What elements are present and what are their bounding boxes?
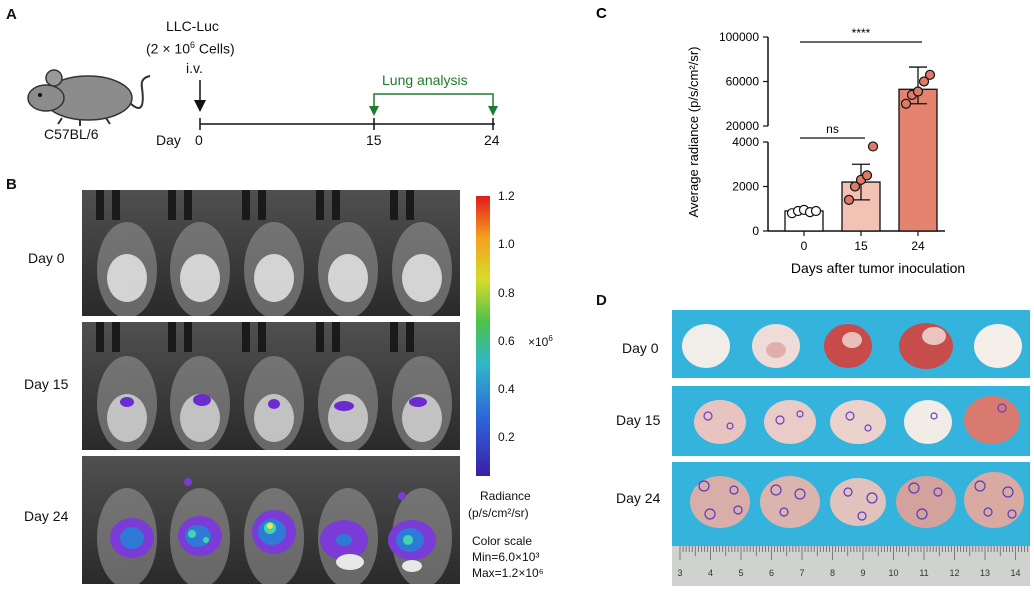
timepoint-24: 24: [484, 132, 500, 148]
data-point-15-0: [843, 194, 855, 205]
timepoint-15: 15: [366, 132, 382, 148]
cbar-multiplier: ×106: [528, 334, 553, 349]
panel-c-chart: C Average radiance (p/s/cm²/sr) Days aft…: [596, 5, 965, 276]
timeline: [194, 80, 498, 130]
data-point-15-4: [867, 141, 879, 152]
ruler-number-13: 13: [980, 568, 990, 578]
ruler-number-6: 6: [769, 568, 774, 578]
chart-xlabel: Days after tumor inoculation: [791, 260, 965, 276]
data-point-24-2: [912, 86, 924, 97]
cbar-tick-5: 0.2: [498, 430, 515, 444]
lung-photo-day15: [672, 386, 1030, 456]
ruler-number-3: 3: [677, 568, 682, 578]
data-point-24-0: [900, 98, 912, 109]
radiance-units: (p/s/cm²/sr): [468, 506, 529, 520]
timepoint-0: 0: [195, 132, 203, 148]
x-tick-label-24: 24: [911, 239, 925, 253]
y-tick-label-upper-1: 60000: [726, 75, 760, 89]
cbar-tick-2: 0.8: [498, 286, 515, 300]
cbar-tick-3: 0.6: [498, 334, 515, 348]
cell-count-label: (2 × 106 Cells): [146, 40, 235, 57]
significance-label-0: ns: [826, 122, 839, 136]
color-scale-title: Color scale: [472, 534, 533, 548]
color-scale-max: Max=1.2×10⁶: [472, 566, 544, 580]
ruler-number-12: 12: [949, 568, 959, 578]
data-point-0-4: [810, 205, 822, 217]
panel-c-letter: C: [596, 5, 607, 22]
b-row-label-0: Day 0: [28, 250, 65, 266]
significance-label-1: ****: [852, 26, 871, 40]
y-tick-label-lower-0: 0: [752, 224, 759, 238]
y-tick-label-lower-2: 4000: [732, 135, 759, 149]
radiance-colorbar: [476, 196, 490, 476]
mouse-icon: [27, 69, 151, 126]
lung-analysis-label: Lung analysis: [382, 72, 468, 88]
b-row-label-1: Day 15: [24, 376, 69, 392]
x-tick-label-15: 15: [854, 239, 868, 253]
ruler-number-5: 5: [738, 568, 743, 578]
panel-d-letter: D: [596, 292, 607, 309]
bli-image-day0: [82, 190, 460, 316]
cell-line-label: LLC-Luc: [166, 18, 219, 34]
ruler-number-14: 14: [1010, 568, 1020, 578]
data-point-15-3: [861, 170, 873, 181]
cbar-tick-1: 1.0: [498, 237, 515, 251]
b-row-label-2: Day 24: [24, 508, 69, 524]
radiance-title: Radiance: [480, 489, 531, 503]
ruler-number-10: 10: [888, 568, 898, 578]
data-point-24-3: [918, 76, 930, 87]
y-tick-label-upper-0: 20000: [726, 119, 760, 133]
bli-image-day24: [82, 456, 460, 584]
y-tick-label-upper-2: 100000: [719, 30, 759, 44]
x-tick-label-0: 0: [801, 239, 808, 253]
route-label: i.v.: [186, 60, 203, 76]
ruler-number-11: 11: [919, 568, 928, 578]
panel-a-letter: A: [6, 6, 17, 23]
d-row-label-2: Day 24: [616, 490, 661, 506]
bli-image-day15: [82, 322, 460, 450]
d-row-label-0: Day 0: [622, 340, 659, 356]
color-scale-min: Min=6.0×10³: [472, 550, 540, 564]
ruler-number-4: 4: [708, 568, 713, 578]
ruler-number-8: 8: [830, 568, 835, 578]
lung-photo-day24: [672, 462, 1030, 546]
ruler: 3 4 5 6 7 8 9 10 11 12 13 14: [672, 546, 1030, 586]
chart-ylabel: Average radiance (p/s/cm²/sr): [686, 47, 701, 218]
cbar-tick-0: 1.2: [498, 189, 515, 203]
d-row-label-1: Day 15: [616, 412, 661, 428]
data-point-15-1: [849, 181, 861, 192]
ruler-number-9: 9: [860, 568, 865, 578]
timeline-day-label: Day: [156, 132, 181, 148]
panel-b-letter: B: [6, 176, 17, 193]
lung-photo-day0: [672, 310, 1030, 378]
data-point-24-4: [924, 69, 936, 80]
cbar-tick-4: 0.4: [498, 382, 515, 396]
bar-24: [898, 88, 938, 232]
y-tick-label-lower-1: 2000: [732, 180, 759, 194]
mouse-strain-label: C57BL/6: [44, 126, 99, 142]
ruler-number-7: 7: [799, 568, 804, 578]
